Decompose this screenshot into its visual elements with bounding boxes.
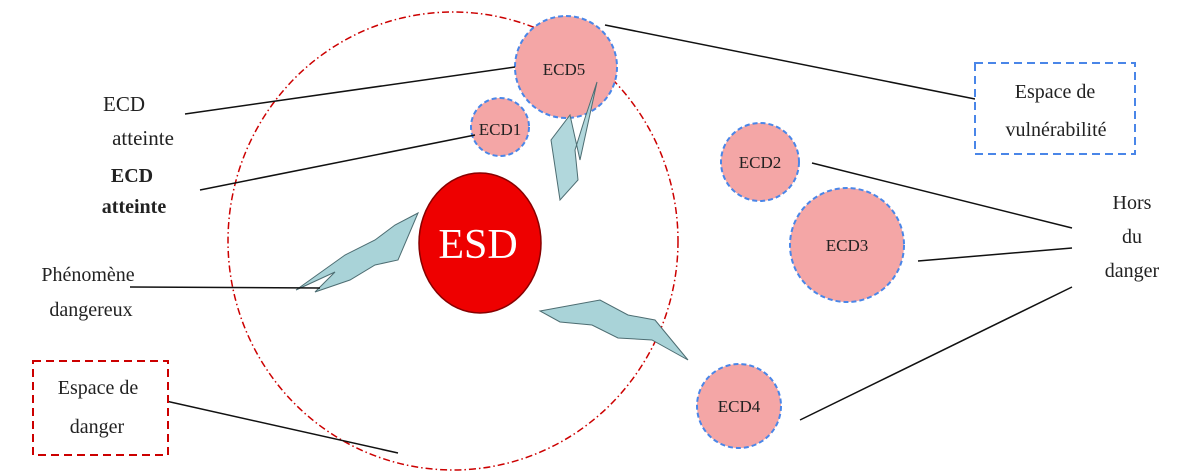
connector-lines [129, 24, 1073, 454]
lightning-bolt-upper [550, 81, 598, 202]
espace-vulnerabilite-line2: vulnérabilité [1005, 119, 1106, 141]
ecd-atteinte-1-line2: atteinte [112, 126, 174, 150]
line-phenomene [129, 286, 321, 289]
ecd4-label: ECD4 [718, 397, 761, 416]
danger-space-box [32, 360, 169, 456]
line-hors-ecd4 [799, 286, 1073, 421]
espace-danger-line1: Espace de [58, 377, 139, 399]
ecd2-label: ECD2 [739, 153, 782, 172]
ecd1-circle [470, 97, 530, 157]
hors-danger-line1: Hors [1113, 192, 1152, 214]
ecd-atteinte-1-line1: ECD [103, 92, 145, 116]
ecd4-circle [696, 363, 782, 449]
hors-danger-line2: du [1122, 226, 1142, 248]
esd-label: ESD [438, 222, 517, 268]
vulnerability-space-box [974, 62, 1136, 155]
esd-ellipse [418, 172, 542, 314]
phenomene-line2: dangereux [49, 299, 132, 321]
lightning-bolt-left [295, 211, 420, 293]
line-espace-danger [147, 396, 399, 454]
espace-vulnerabilite-line1: Espace de [1015, 81, 1096, 103]
espace-danger-line2: danger [70, 416, 125, 438]
line-ecd-atteinte-2 [199, 134, 476, 191]
phenomene-line1: Phénomène [41, 264, 134, 286]
danger-space-circle [227, 11, 679, 471]
ecd5-label: ECD5 [543, 60, 586, 79]
line-hors-ecd3 [917, 247, 1073, 262]
line-ecd-atteinte-1 [184, 66, 516, 115]
hors-danger-line3: danger [1105, 260, 1160, 282]
ecd2-circle [720, 122, 800, 202]
ecd3-circle [789, 187, 905, 303]
ecd3-label: ECD3 [826, 236, 869, 255]
ecd-atteinte-2-line2: atteinte [102, 196, 167, 218]
lightning-bolt-right [538, 299, 689, 361]
line-vulnerabilite [604, 24, 976, 100]
ecd1-label: ECD1 [479, 120, 522, 139]
ecd-atteinte-2-line1: ECD [111, 165, 153, 187]
line-hors-ecd2 [811, 162, 1073, 229]
ecd5-circle [514, 15, 618, 119]
